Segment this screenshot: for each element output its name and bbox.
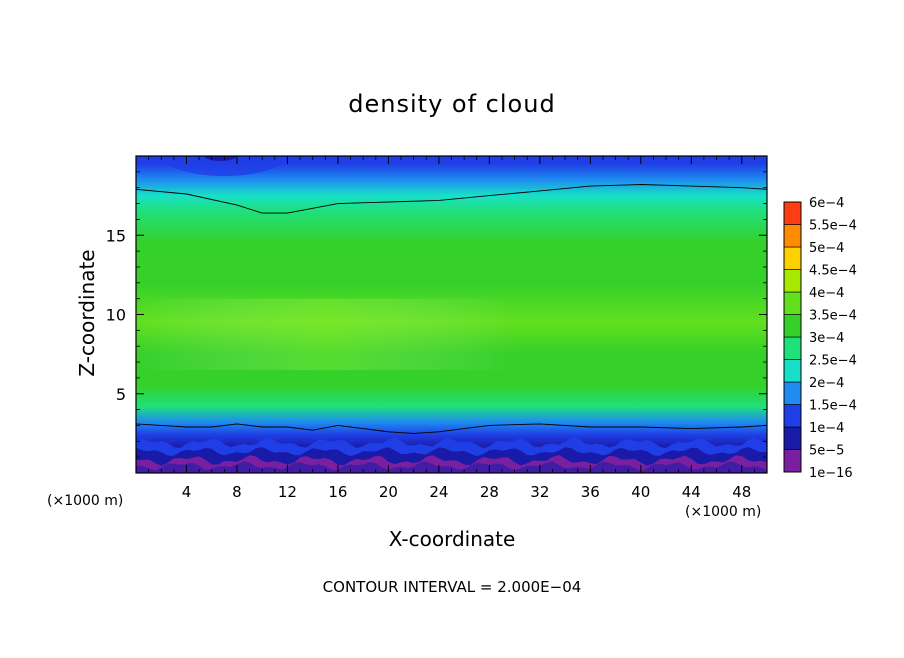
x-tick-label: 28 (480, 483, 499, 501)
colorbar-label: 1.5e−4 (809, 399, 857, 414)
plot-area (136, 136, 767, 473)
colorbar-label: 5e−4 (809, 241, 844, 256)
x-tick-label: 20 (379, 483, 398, 501)
colorbar-label: 2e−4 (809, 376, 844, 391)
colorbar-cell (784, 247, 801, 270)
x-tick-label: 8 (232, 483, 242, 501)
colorbar-cell (784, 405, 801, 428)
colorbar-label: 5e−5 (809, 444, 844, 459)
colorbar-cell (784, 270, 801, 293)
x-axis-label: X-coordinate (389, 527, 516, 551)
colorbar-label: 4.5e−4 (809, 264, 857, 279)
density-maximum-band (136, 299, 767, 370)
colorbar-cell (784, 202, 801, 225)
x-tick-label: 36 (581, 483, 600, 501)
y-axis-label: Z-coordinate (75, 249, 99, 376)
colorbar-cell (784, 427, 801, 450)
y-tick-label: 15 (106, 226, 126, 245)
x-tick-label: 4 (182, 483, 192, 501)
colorbar-cell (784, 360, 801, 383)
colorbar-label: 6e−4 (809, 196, 844, 211)
colorbar-label: 3.5e−4 (809, 309, 857, 324)
contour-interval: CONTOUR INTERVAL = 2.000E−04 (323, 578, 582, 596)
x-tick-label: 48 (732, 483, 751, 501)
colorbar-label: 1e−16 (809, 466, 853, 481)
colorbar-cell (784, 450, 801, 473)
x-tick-label: 16 (328, 483, 347, 501)
x-tick-label: 24 (429, 483, 448, 501)
x-unit-right: (×1000 m) (685, 504, 761, 520)
x-unit-left: (×1000 m) (47, 493, 123, 509)
colorbar-label: 4e−4 (809, 286, 844, 301)
chart-title: density of cloud (348, 90, 555, 118)
colorbar: 1e−16 5e−5 1e−4 1.5e−4 2e−4 2.5e−4 3e−4 3.5e−4 4… (784, 196, 857, 481)
colorbar-cell (784, 292, 801, 315)
x-tick-label: 44 (682, 483, 701, 501)
x-tick-label: 12 (278, 483, 297, 501)
x-tick-label: 32 (530, 483, 549, 501)
colorbar-cell (784, 315, 801, 338)
x-tick-label: 40 (631, 483, 650, 501)
colorbar-label: 3e−4 (809, 331, 844, 346)
colorbar-label: 2.5e−4 (809, 354, 857, 369)
colorbar-label: 5.5e−4 (809, 219, 857, 234)
colorbar-cell (784, 382, 801, 405)
y-tick-label: 10 (106, 306, 126, 325)
colorbar-cell (784, 225, 801, 248)
colorbar-label: 1e−4 (809, 421, 844, 436)
colorbar-cell (784, 337, 801, 360)
y-tick-label: 5 (116, 385, 126, 404)
